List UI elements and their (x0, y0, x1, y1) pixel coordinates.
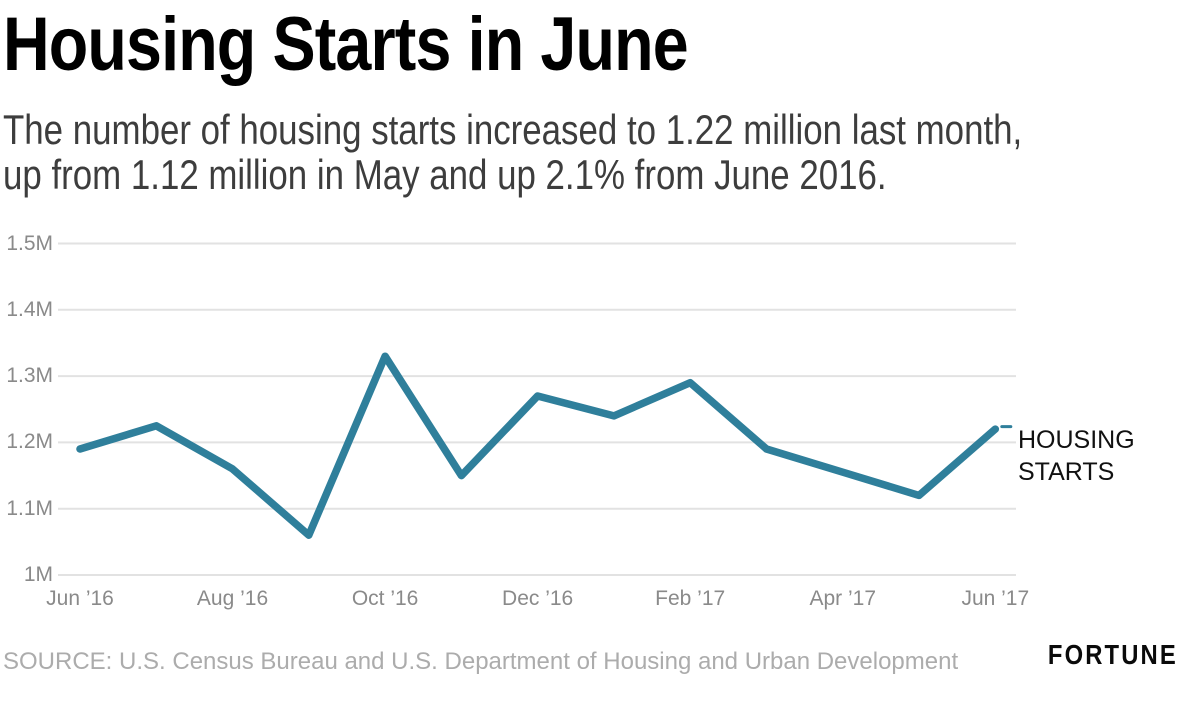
gridlines (58, 242, 1016, 576)
y-axis-tick-label: 1.2M (6, 430, 53, 454)
chart-title: Housing Starts in June (3, 2, 689, 87)
y-axis-tick-label: 1.4M (6, 297, 53, 321)
y-axis-tick-label: 1M (23, 563, 53, 586)
chart-subtitle-line-2: up from 1.12 million in May and up 2.1% … (3, 151, 887, 198)
housing-starts-line (76, 352, 1000, 539)
y-axis-tick-label: 1.5M (6, 231, 53, 255)
series-label: HOUSING STARTS (1018, 426, 1135, 486)
chart-subtitle: The number of housing starts increased t… (3, 107, 1022, 197)
y-axis-tick-label: 1.3M (6, 364, 53, 388)
x-axis-tick-label: Jun ’16 (46, 587, 114, 610)
x-axis-tick-label: Oct ’16 (351, 587, 419, 610)
x-axis-tick-label: Jun ’17 (961, 587, 1030, 610)
fortune-logo: FORTUNE (1048, 639, 1178, 670)
x-axis-tick-label: Dec ’16 (502, 587, 574, 610)
y-axis-tick-label: 1.1M (6, 496, 53, 520)
source-text: SOURCE: U.S. Census Bureau and U.S. Depa… (3, 648, 959, 675)
x-axis-tick-label: Apr ’17 (809, 587, 877, 610)
x-axis-tick-label: Feb ’17 (655, 587, 726, 610)
x-axis-tick-label: Aug ’16 (196, 587, 269, 610)
chart-subtitle-line-1: The number of housing starts increased t… (3, 106, 1023, 153)
